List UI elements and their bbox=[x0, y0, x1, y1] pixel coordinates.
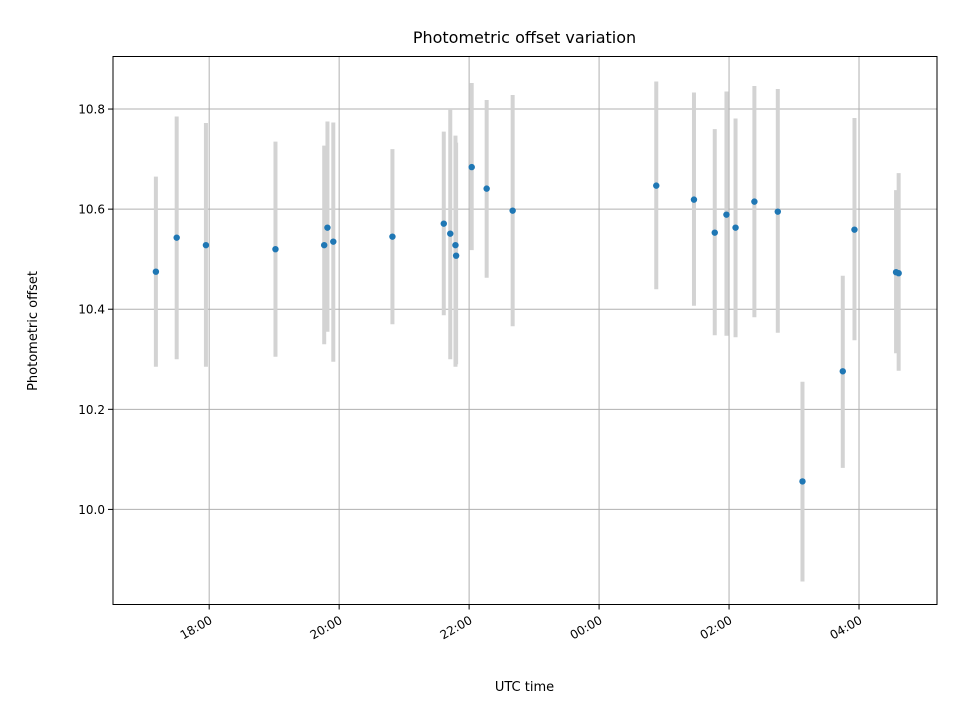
data-point bbox=[152, 268, 160, 275]
chart-title: Photometric offset variation bbox=[413, 28, 636, 47]
y-tick-label: 10.4 bbox=[78, 303, 105, 317]
data-point bbox=[732, 224, 739, 231]
data-point bbox=[440, 220, 447, 227]
data-point bbox=[653, 182, 660, 189]
data-point bbox=[711, 229, 718, 236]
y-axis-label: Photometric offset bbox=[26, 271, 41, 391]
x-axis-label: UTC time bbox=[495, 680, 554, 695]
data-point bbox=[483, 185, 490, 192]
data-point bbox=[324, 224, 331, 231]
y-axis: 10.0 10.2 10.4 10.6 10.8 bbox=[78, 103, 113, 517]
data-points bbox=[152, 163, 902, 485]
data-point bbox=[202, 241, 210, 249]
y-tick-label: 10.0 bbox=[78, 503, 105, 517]
data-point bbox=[272, 245, 279, 253]
data-point bbox=[452, 241, 459, 249]
data-point bbox=[751, 198, 758, 205]
y-tick-label: 10.6 bbox=[78, 203, 105, 217]
data-point bbox=[774, 208, 781, 215]
data-point bbox=[851, 226, 858, 233]
data-point bbox=[509, 207, 516, 214]
y-tick-label: 10.2 bbox=[78, 403, 105, 417]
data-point bbox=[447, 230, 454, 237]
data-point bbox=[723, 211, 730, 218]
data-point bbox=[690, 196, 698, 203]
data-point bbox=[468, 163, 475, 171]
data-point bbox=[389, 233, 396, 240]
plot-frame bbox=[112, 56, 938, 605]
data-point bbox=[320, 241, 328, 249]
data-point bbox=[799, 478, 806, 485]
y-tick-label: 10.8 bbox=[78, 103, 105, 117]
data-point bbox=[452, 252, 460, 259]
grid bbox=[113, 56, 937, 605]
data-point bbox=[173, 234, 180, 241]
data-point bbox=[330, 238, 337, 245]
data-point bbox=[895, 269, 902, 277]
data-point bbox=[839, 368, 846, 375]
